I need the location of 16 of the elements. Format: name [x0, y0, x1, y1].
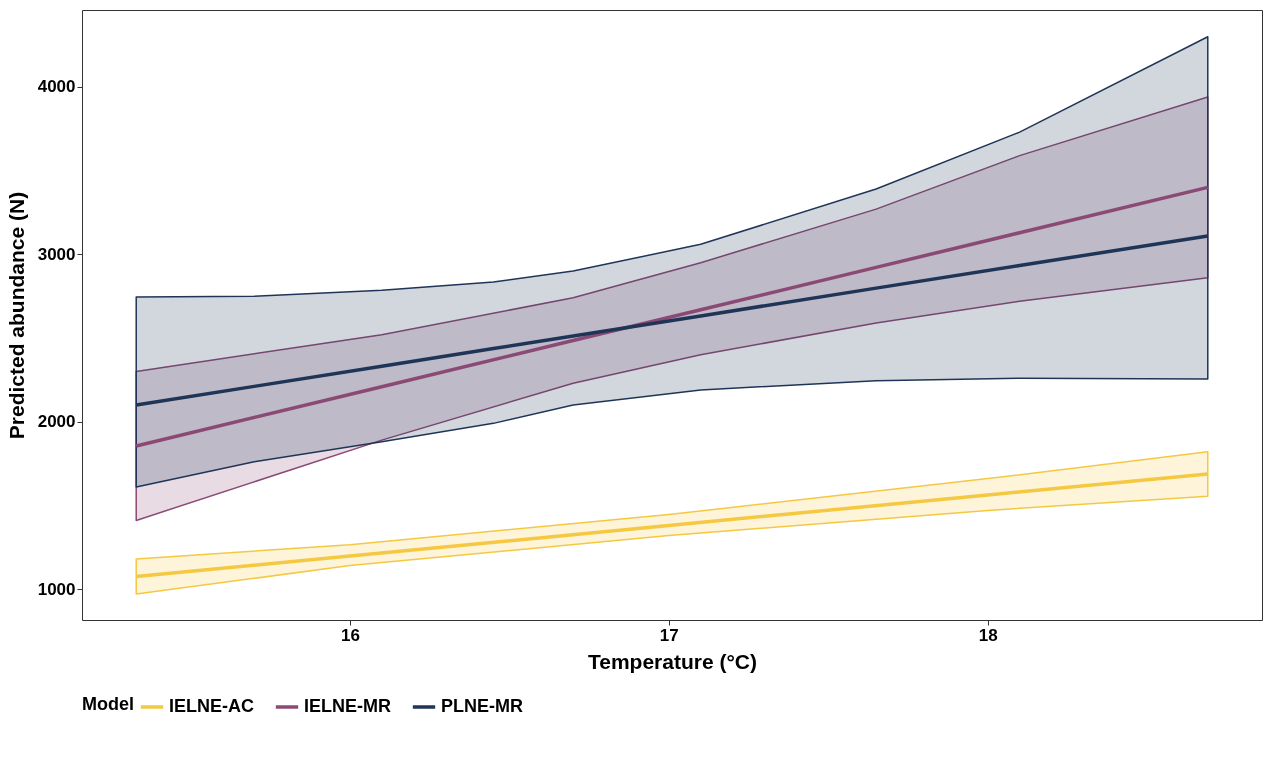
x-axis-title: Temperature (°C) [587, 649, 758, 673]
legend-title: Model [82, 694, 134, 714]
legend-label: IELNE-AC [169, 696, 254, 716]
y-tick-label: 1000 [37, 579, 76, 599]
line-series [134, 185, 1210, 448]
y-tick-label: 2000 [37, 412, 76, 432]
x-tick-label: 17 [659, 625, 679, 645]
y-axis-title: Predicted abundance (N) [4, 191, 28, 440]
legend-label: IELNE-MR [304, 696, 391, 716]
y-tick-label: 3000 [37, 244, 76, 264]
y-tick-label: 4000 [37, 77, 76, 97]
x-tick-label: 18 [978, 625, 998, 645]
line-series [134, 472, 1210, 579]
line-series [134, 234, 1210, 407]
x-tick-label: 16 [340, 625, 360, 645]
legend-label: PLNE-MR [441, 696, 523, 716]
